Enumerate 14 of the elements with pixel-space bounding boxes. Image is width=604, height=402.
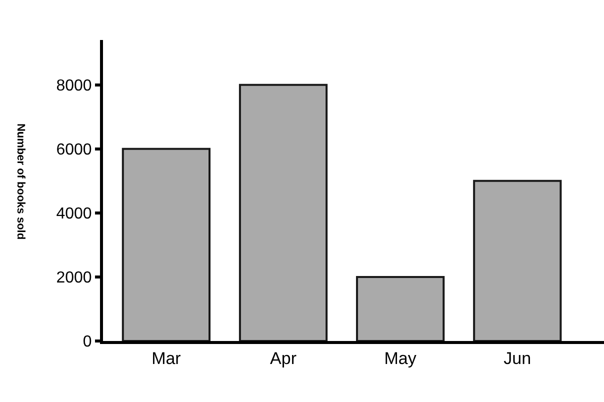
bar [122, 148, 211, 341]
y-tick-label: 0 [82, 334, 92, 351]
x-tick-label: Jun [504, 349, 532, 368]
y-tick-label: 6000 [56, 141, 92, 158]
bar [356, 276, 445, 341]
bar [238, 84, 328, 341]
x-tick-label: Mar [152, 349, 182, 368]
y-axis-title: Number of books sold [14, 123, 26, 240]
y-tick-label: 4000 [56, 206, 92, 223]
y-tick-label: 2000 [56, 270, 92, 287]
bar [473, 180, 562, 341]
x-tick-label: May [384, 349, 417, 368]
y-tick-label: 8000 [56, 77, 92, 94]
x-tick-label: Apr [270, 349, 297, 368]
